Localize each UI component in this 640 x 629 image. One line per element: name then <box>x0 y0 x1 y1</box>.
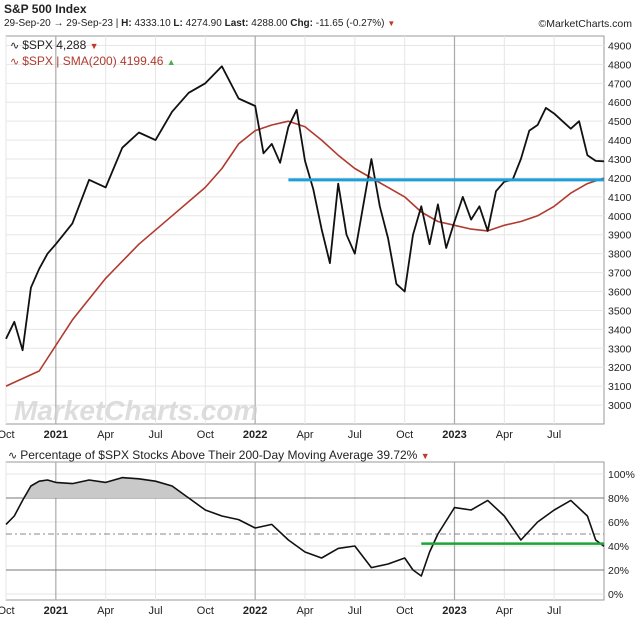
down-arrow-icon: ▼ <box>89 41 99 51</box>
sma-legend: ∿ $SPX | SMA(200) 4199.46 ▲ <box>10 54 176 68</box>
watermark: MarketCharts.com <box>14 395 258 426</box>
last-value: 4288.00 <box>251 18 288 29</box>
pct-x-tick-label: Apr <box>296 605 313 617</box>
line-icon: ∿ <box>8 450 18 462</box>
price-x-tick-label: Oct <box>396 429 413 441</box>
price-y-tick-label: 3600 <box>608 287 632 299</box>
price-y-tick-label: 3900 <box>608 230 632 242</box>
price-y-tick-label: 3100 <box>608 381 632 393</box>
pct-x-tick-label: Apr <box>97 605 114 617</box>
price-x-tick-label: 2022 <box>243 429 267 441</box>
pct-legend: ∿ Percentage of $SPX Stocks Above Their 2… <box>8 448 430 462</box>
pct-y-tick-label: 80% <box>608 493 629 505</box>
price-y-tick-label: 3700 <box>608 268 632 280</box>
price-y-tick-label: 4400 <box>608 135 632 147</box>
date-arrow-icon: → <box>53 18 67 29</box>
sma-line <box>5 120 605 387</box>
pct-legend-label: Percentage of $SPX Stocks Above Their 20… <box>20 448 418 462</box>
price-x-tick-label: Apr <box>296 429 313 441</box>
pct-x-tick-label: 2021 <box>44 605 68 617</box>
price-y-tick-label: 4800 <box>608 59 632 71</box>
price-y-tick-label: 4100 <box>608 192 632 204</box>
pct-y-tick-label: 60% <box>608 517 629 529</box>
line-icon: ∿ <box>10 56 20 68</box>
price-y-tick-label: 4200 <box>608 173 632 185</box>
price-y-tick-label: 3300 <box>608 343 632 355</box>
price-x-tick-label: 2023 <box>442 429 466 441</box>
pct-x-tick-label: Oct <box>0 605 15 617</box>
brand-label: ©MarketCharts.com <box>538 18 632 30</box>
price-y-tick-label: 4300 <box>608 154 632 166</box>
pct-overbought-area <box>6 477 604 498</box>
price-y-tick-label: 4700 <box>608 78 632 90</box>
pct-x-tick-label: 2023 <box>442 605 466 617</box>
price-x-tick-label: Jul <box>148 429 162 441</box>
pct-y-tick-label: 20% <box>608 565 629 577</box>
price-y-tick-label: 4900 <box>608 40 632 52</box>
pct-x-tick-label: Oct <box>197 605 214 617</box>
pct-y-tick-label: 40% <box>608 541 629 553</box>
chart-title: S&P 500 Index <box>4 2 87 16</box>
line-icon: ∿ <box>10 40 20 52</box>
pct-x-tick-label: 2022 <box>243 605 267 617</box>
price-y-tick-label: 3800 <box>608 249 632 261</box>
low-label: L: <box>173 18 183 29</box>
price-y-tick-label: 4600 <box>608 97 632 109</box>
sma-legend-label: $SPX | SMA(200) 4199.46 <box>22 54 164 68</box>
pct-x-tick-label: Jul <box>348 605 362 617</box>
price-line <box>5 65 605 352</box>
price-y-tick-label: 3400 <box>608 324 632 336</box>
price-legend-label: $SPX 4,288 <box>22 38 87 52</box>
price-x-tick-label: Jul <box>348 429 362 441</box>
high-value: 4333.10 <box>134 18 171 29</box>
pct-x-tick-label: Jul <box>148 605 162 617</box>
pct-x-tick-label: Apr <box>496 605 513 617</box>
down-arrow-icon: ▼ <box>420 451 430 461</box>
pct-x-tick-label: Jul <box>547 605 561 617</box>
price-x-tick-label: Oct <box>197 429 214 441</box>
price-y-tick-label: 3200 <box>608 362 632 374</box>
pct-x-tick-label: Oct <box>396 605 413 617</box>
up-arrow-icon: ▲ <box>166 57 176 67</box>
pct-y-tick-label: 0% <box>608 589 623 601</box>
price-x-tick-label: 2021 <box>44 429 68 441</box>
price-x-tick-label: Jul <box>547 429 561 441</box>
chg-label: Chg: <box>290 18 313 29</box>
price-y-tick-label: 3000 <box>608 400 632 412</box>
price-y-tick-label: 4500 <box>608 116 632 128</box>
chg-value: -11.65 (-0.27%) <box>315 18 385 29</box>
down-arrow-icon: ▼ <box>387 19 396 28</box>
low-value: 4274.90 <box>185 18 222 29</box>
pct-line <box>5 476 605 577</box>
info-bar: 29-Sep-20 → 29-Sep-23 | H: 4333.10 L: 42… <box>4 18 396 29</box>
price-y-tick-label: 4000 <box>608 211 632 223</box>
date-to: 29-Sep-23 <box>66 18 113 29</box>
date-from: 29-Sep-20 <box>4 18 51 29</box>
high-label: H: <box>121 18 132 29</box>
price-legend: ∿ $SPX 4,288 ▼ <box>10 38 99 52</box>
pct-y-tick-label: 100% <box>608 469 635 481</box>
price-x-tick-label: Apr <box>496 429 513 441</box>
price-x-tick-label: Apr <box>97 429 114 441</box>
price-y-tick-label: 3500 <box>608 305 632 317</box>
price-x-tick-label: Oct <box>0 429 15 441</box>
last-label: Last: <box>224 18 249 29</box>
